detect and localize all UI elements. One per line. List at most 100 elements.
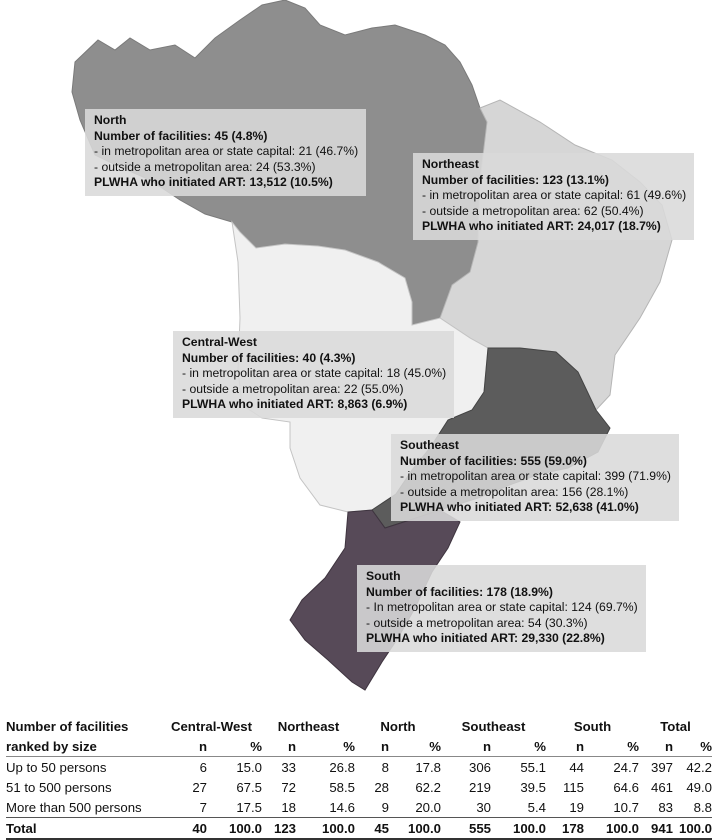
table-cell: 30 bbox=[476, 799, 491, 815]
table-cell: 100.0 bbox=[296, 817, 355, 840]
table-cell: 14.6 bbox=[329, 799, 355, 815]
table-cell: 55.1 bbox=[520, 759, 546, 775]
table-cell: 20.0 bbox=[415, 799, 441, 815]
table-cell: 115 bbox=[562, 779, 584, 795]
subheader-pct: % bbox=[389, 736, 441, 757]
subheader-n: n bbox=[355, 736, 389, 757]
table-cell: 58.5 bbox=[329, 779, 355, 795]
column-header-north: North bbox=[380, 718, 416, 734]
table-row: 51 to 500 persons 27 67.5 72 58.5 28 62.2 219 39… bbox=[6, 777, 712, 797]
table-row: More than 500 persons 7 17.5 18 14.6 9 20.0 30 5… bbox=[6, 797, 712, 818]
subheader-pct: % bbox=[584, 736, 639, 757]
table-cell: 100.0 bbox=[584, 817, 639, 840]
outside-south: - outside a metropolitan area: 54 (30.3%… bbox=[366, 615, 588, 630]
row-label: More than 500 persons bbox=[6, 799, 142, 815]
outside-north: - outside a metropolitan area: 24 (53.3%… bbox=[94, 159, 316, 174]
subheader-pct: % bbox=[673, 736, 712, 757]
column-header-northeast: Northeast bbox=[277, 718, 340, 734]
metro-north: - in metropolitan area or state capital:… bbox=[94, 144, 359, 159]
subheader-pct: % bbox=[491, 736, 546, 757]
row-label: Up to 50 persons bbox=[6, 759, 107, 775]
info-box-northeast: Northeast Number of facilities: 123 (13.… bbox=[413, 153, 695, 240]
subheader-n: n bbox=[441, 736, 491, 757]
table-cell: 64.6 bbox=[613, 779, 639, 795]
plwha-southeast: PLWHA who initiated ART: 52,638 (41.0%) bbox=[400, 500, 639, 515]
table-cell: 7 bbox=[199, 799, 207, 815]
table-cell: 123 bbox=[262, 817, 296, 840]
table-cell: 62.2 bbox=[415, 779, 441, 795]
facilities-size-table: Number of facilities Central-West Northe… bbox=[6, 716, 712, 840]
table-cell: 44 bbox=[569, 759, 584, 775]
table-row: Up to 50 persons 6 15.0 33 26.8 8 17.8 306 55.1 4… bbox=[6, 757, 712, 778]
facilities-southeast: Number of facilities: 555 (59.0%) bbox=[400, 453, 587, 468]
table-cell: 19 bbox=[569, 799, 584, 815]
table-cell: 72 bbox=[281, 779, 296, 795]
metro-south: - In metropolitan area or state capital:… bbox=[366, 600, 638, 615]
facilities-north: Number of facilities: 45 (4.8%) bbox=[94, 128, 268, 143]
table-cell: 555 bbox=[441, 817, 491, 840]
table-total-row: Total 40 100.0 123 100.0 45 100.0 555 100.0 178 10… bbox=[6, 817, 712, 840]
table-title-line1: Number of facilities bbox=[6, 718, 129, 734]
region-name-northeast: Northeast bbox=[422, 157, 479, 171]
metro-central-west: - in metropolitan area or state capital:… bbox=[182, 366, 447, 381]
table-cell: 42.2 bbox=[686, 759, 712, 775]
table-cell: 10.7 bbox=[613, 799, 639, 815]
region-name-north: North bbox=[94, 113, 127, 127]
table-cell: 100.0 bbox=[207, 817, 262, 840]
table-cell: 40 bbox=[161, 817, 207, 840]
table-cell: 219 bbox=[468, 779, 491, 795]
plwha-south: PLWHA who initiated ART: 29,330 (22.8%) bbox=[366, 631, 605, 646]
subheader-pct: % bbox=[296, 736, 355, 757]
table-cell: 24.7 bbox=[613, 759, 639, 775]
table-cell: 9 bbox=[381, 799, 389, 815]
plwha-northeast: PLWHA who initiated ART: 24,017 (18.7%) bbox=[422, 219, 661, 234]
subheader-n: n bbox=[639, 736, 673, 757]
region-name-central-west: Central-West bbox=[182, 335, 257, 349]
plwha-central-west: PLWHA who initiated ART: 8,863 (6.9%) bbox=[182, 397, 408, 412]
subheader-n: n bbox=[546, 736, 584, 757]
table-cell: 18 bbox=[281, 799, 296, 815]
table-cell: 461 bbox=[650, 779, 673, 795]
table-cell: 28 bbox=[374, 779, 389, 795]
table-cell: 6 bbox=[199, 759, 207, 775]
region-name-south: South bbox=[366, 569, 401, 583]
table-cell: 45 bbox=[355, 817, 389, 840]
info-box-north: North Number of facilities: 45 (4.8%) - … bbox=[85, 109, 367, 196]
region-name-southeast: Southeast bbox=[400, 438, 459, 452]
subheader-n: n bbox=[161, 736, 207, 757]
column-header-south: South bbox=[573, 718, 612, 734]
table-cell: 27 bbox=[192, 779, 207, 795]
table-cell: 17.8 bbox=[415, 759, 441, 775]
table-cell: 17.5 bbox=[236, 799, 262, 815]
subheader-pct: % bbox=[207, 736, 262, 757]
table-cell: 100.0 bbox=[389, 817, 441, 840]
facilities-south: Number of facilities: 178 (18.9%) bbox=[366, 584, 553, 599]
table-cell: 8.8 bbox=[693, 799, 712, 815]
subheader-n: n bbox=[262, 736, 296, 757]
table-cell: 178 bbox=[546, 817, 584, 840]
outside-central-west: - outside a metropolitan area: 22 (55.0%… bbox=[182, 381, 404, 396]
column-header-central-west: Central-West bbox=[170, 718, 253, 734]
table-cell: 397 bbox=[650, 759, 673, 775]
table-cell: 5.4 bbox=[527, 799, 546, 815]
table-title-line2: ranked by size bbox=[6, 736, 161, 757]
table-cell: 67.5 bbox=[236, 779, 262, 795]
plwha-north: PLWHA who initiated ART: 13,512 (10.5%) bbox=[94, 175, 333, 190]
facilities-central-west: Number of facilities: 40 (4.3%) bbox=[182, 350, 356, 365]
column-header-total: Total bbox=[660, 718, 691, 734]
table-cell: 26.8 bbox=[329, 759, 355, 775]
column-header-southeast: Southeast bbox=[461, 718, 526, 734]
info-box-central-west: Central-West Number of facilities: 40 (4… bbox=[173, 331, 455, 418]
table-cell: 33 bbox=[281, 759, 296, 775]
metro-northeast: - in metropolitan area or state capital:… bbox=[422, 188, 687, 203]
info-box-southeast: Southeast Number of facilities: 555 (59.… bbox=[391, 434, 679, 521]
table-cell: 306 bbox=[468, 759, 491, 775]
table-cell: 941 bbox=[639, 817, 673, 840]
info-box-south: South Number of facilities: 178 (18.9%) … bbox=[357, 565, 646, 652]
row-label: Total bbox=[6, 817, 161, 840]
row-label: 51 to 500 persons bbox=[6, 779, 112, 795]
table-cell: 49.0 bbox=[686, 779, 712, 795]
metro-southeast: - in metropolitan area or state capital:… bbox=[400, 469, 671, 484]
table-cell: 39.5 bbox=[520, 779, 546, 795]
outside-southeast: - outside a metropolitan area: 156 (28.1… bbox=[400, 484, 629, 499]
